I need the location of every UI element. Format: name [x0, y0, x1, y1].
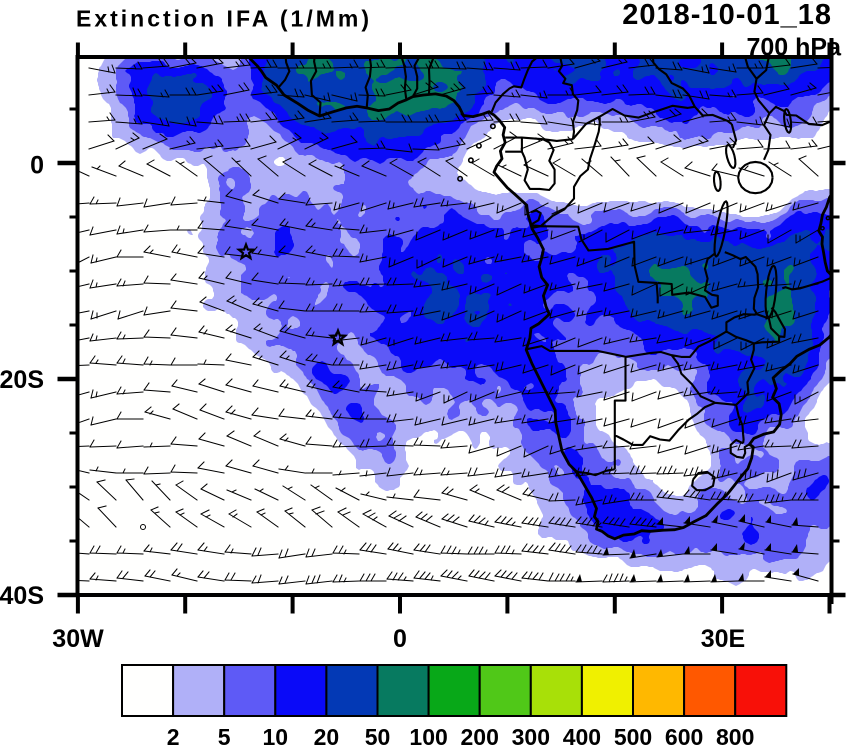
svg-text:40S: 40S: [0, 582, 44, 610]
svg-text:5: 5: [218, 724, 231, 750]
svg-text:600: 600: [665, 724, 703, 750]
svg-text:2018-10-01_18: 2018-10-01_18: [622, 0, 832, 31]
svg-text:400: 400: [563, 724, 601, 750]
svg-text:800: 800: [716, 724, 754, 750]
svg-text:200: 200: [461, 724, 499, 750]
svg-text:500: 500: [614, 724, 652, 750]
svg-text:100: 100: [409, 724, 447, 750]
svg-text:50: 50: [365, 724, 391, 750]
svg-text:300: 300: [512, 724, 550, 750]
svg-text:30E: 30E: [701, 625, 745, 653]
svg-text:30W: 30W: [52, 625, 104, 653]
svg-text:2: 2: [167, 724, 180, 750]
svg-text:0: 0: [393, 625, 407, 653]
svg-text:20S: 20S: [0, 366, 44, 394]
svg-text:10: 10: [263, 724, 289, 750]
svg-text:0: 0: [30, 152, 44, 180]
svg-text:20: 20: [314, 724, 340, 750]
svg-text:Extinction IFA (1/Mm): Extinction IFA (1/Mm): [76, 6, 372, 32]
